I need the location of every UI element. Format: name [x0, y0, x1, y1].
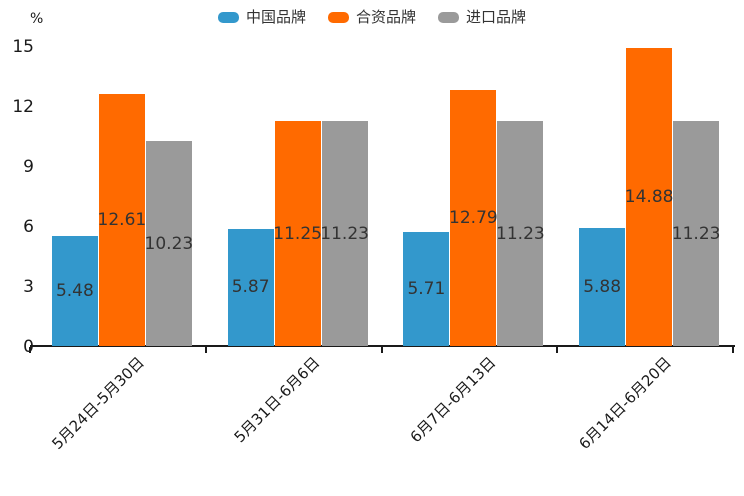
bar-进口品牌-4: [673, 121, 720, 346]
bar-合资品牌-3: [450, 90, 497, 346]
bar-value-label: 12.79: [449, 208, 498, 229]
x-axis-category-label: 6月7日-6月13日: [406, 353, 500, 447]
bar-value-label: 11.23: [320, 223, 369, 244]
x-axis-tick-mark: [29, 347, 31, 353]
bar-中国品牌-2: [227, 228, 274, 346]
bar-进口品牌-1: [145, 141, 192, 346]
bar-进口品牌-2: [321, 121, 368, 346]
x-axis-category-label: 5月24日-5月30日: [48, 353, 149, 453]
legend-item-3[interactable]: 进口品牌: [438, 8, 526, 26]
bar-合资品牌-1: [98, 93, 145, 346]
bar-value-label: 11.23: [671, 223, 721, 244]
bar-中国品牌-3: [403, 231, 450, 346]
x-axis-tick-mark: [556, 347, 559, 353]
bar-value-label: 14.88: [624, 187, 674, 208]
legend-item-2[interactable]: 合资品牌: [327, 8, 416, 26]
legend-marker-icon: [327, 11, 349, 23]
x-axis-category-label: 6月14日-6月20日: [575, 353, 676, 453]
legend-item-1[interactable]: 中国品牌: [217, 8, 306, 26]
bar-进口品牌-3: [497, 121, 544, 346]
bar-value-label: 12.61: [97, 209, 147, 230]
y-axis-tick-label: 3: [23, 277, 34, 297]
legend-marker-icon: [438, 11, 459, 23]
legend-item-label: 合资品牌: [355, 8, 416, 26]
y-axis-tick-label: 12: [12, 97, 34, 117]
y-axis-tick-label: 15: [12, 37, 34, 57]
bar-中国品牌-4: [579, 228, 626, 346]
legend-item-label: 中国品牌: [245, 8, 306, 26]
bar-中国品牌-1: [51, 236, 98, 346]
x-axis-tick-mark: [732, 347, 734, 353]
bar-value-label: 5.88: [583, 277, 622, 298]
bar-合资品牌-4: [626, 48, 673, 346]
chart-legend: 中国品牌 合资品牌 进口品牌: [0, 6, 744, 28]
bar-value-label: 5.87: [231, 277, 270, 298]
legend-marker-icon: [217, 11, 239, 23]
x-axis-line: [30, 345, 735, 347]
bar-value-label: 5.48: [55, 281, 94, 302]
bar-value-label: 11.25: [273, 223, 322, 244]
legend-item-label: 进口品牌: [466, 8, 527, 26]
bar-合资品牌-2: [274, 121, 321, 346]
x-axis-category-label: 5月31日-6月6日: [231, 353, 324, 447]
y-axis-tick-label: 6: [23, 217, 34, 237]
y-axis-tick-label: 9: [23, 157, 34, 177]
x-axis-tick-mark: [204, 347, 207, 353]
x-axis-tick-mark: [380, 347, 383, 353]
bar-value-label: 5.71: [407, 278, 446, 299]
bar-value-label: 11.23: [496, 223, 545, 244]
y-axis-tick-label: 0: [0, 337, 34, 357]
bar-value-label: 10.23: [144, 233, 194, 254]
y-axis-unit-label: %: [30, 11, 44, 27]
